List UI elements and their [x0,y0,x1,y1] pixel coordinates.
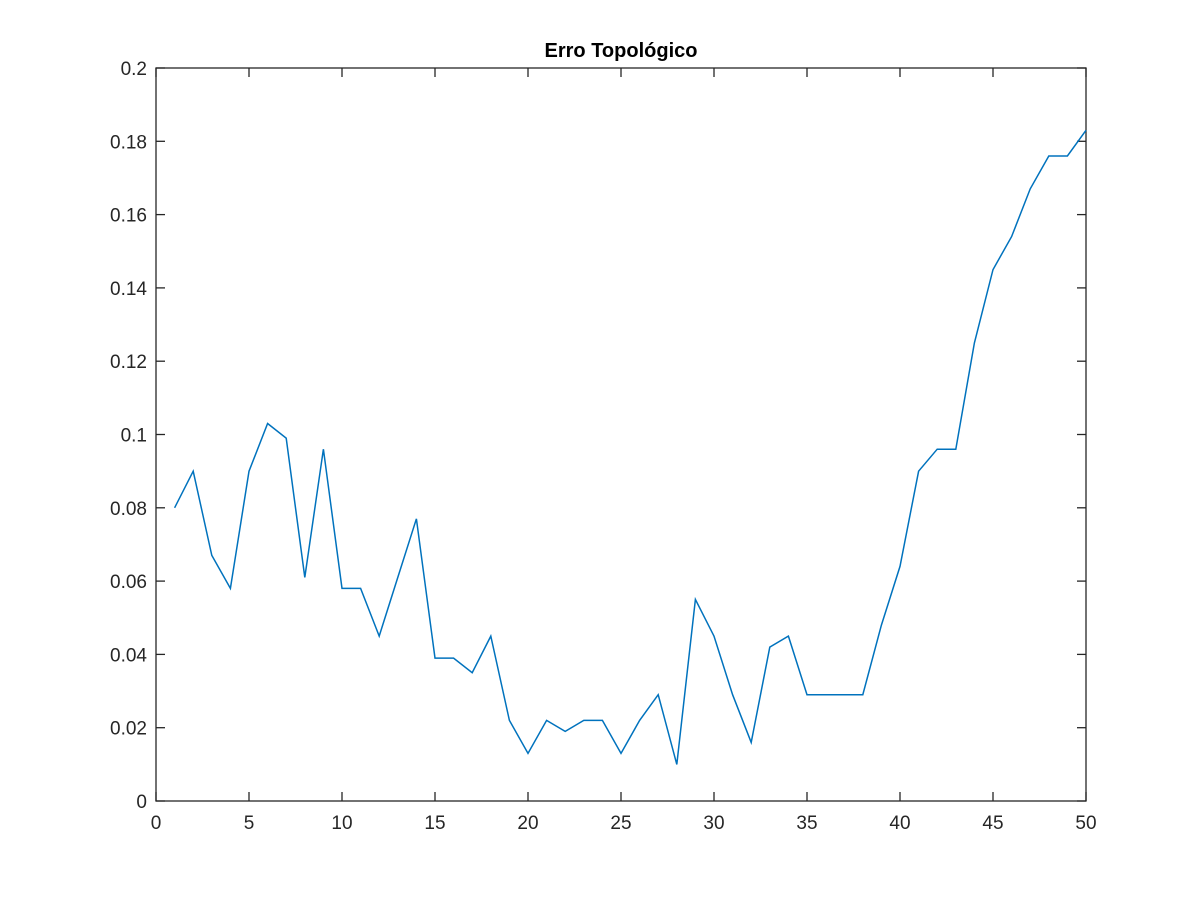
y-tick-label: 0 [136,792,147,813]
x-tick-label: 5 [244,813,255,834]
y-tick-label: 0.2 [121,59,147,80]
x-tick-label: 10 [331,813,352,834]
x-tick-label: 15 [424,813,445,834]
x-tick-label: 25 [610,813,631,834]
x-tick-label: 40 [889,813,910,834]
y-tick-label: 0.08 [110,499,147,520]
y-tick-label: 0.18 [110,132,147,153]
y-tick-label: 0.1 [121,426,147,447]
plot-area: 0 5 10 15 20 25 30 35 40 45 50 0 0.02 0.04 0.06 0.08 0.1… [110,59,1097,834]
x-tick-label: 45 [982,813,1003,834]
x-tick-label: 30 [703,813,724,834]
x-tick-label: 35 [796,813,817,834]
x-tick-label: 50 [1075,813,1096,834]
y-tick-label: 0.06 [110,572,147,593]
y-tick-label: 0.14 [110,279,147,300]
y-tick-label: 0.04 [110,645,147,666]
x-tick-label: 20 [517,813,538,834]
y-tick-label: 0.02 [110,719,147,740]
y-tick-label: 0.16 [110,206,147,227]
series-line [173,129,1087,765]
chart-title: Erro Topológico [545,40,698,62]
y-tick-label: 0.12 [110,352,147,373]
x-tick-label: 0 [151,813,162,834]
